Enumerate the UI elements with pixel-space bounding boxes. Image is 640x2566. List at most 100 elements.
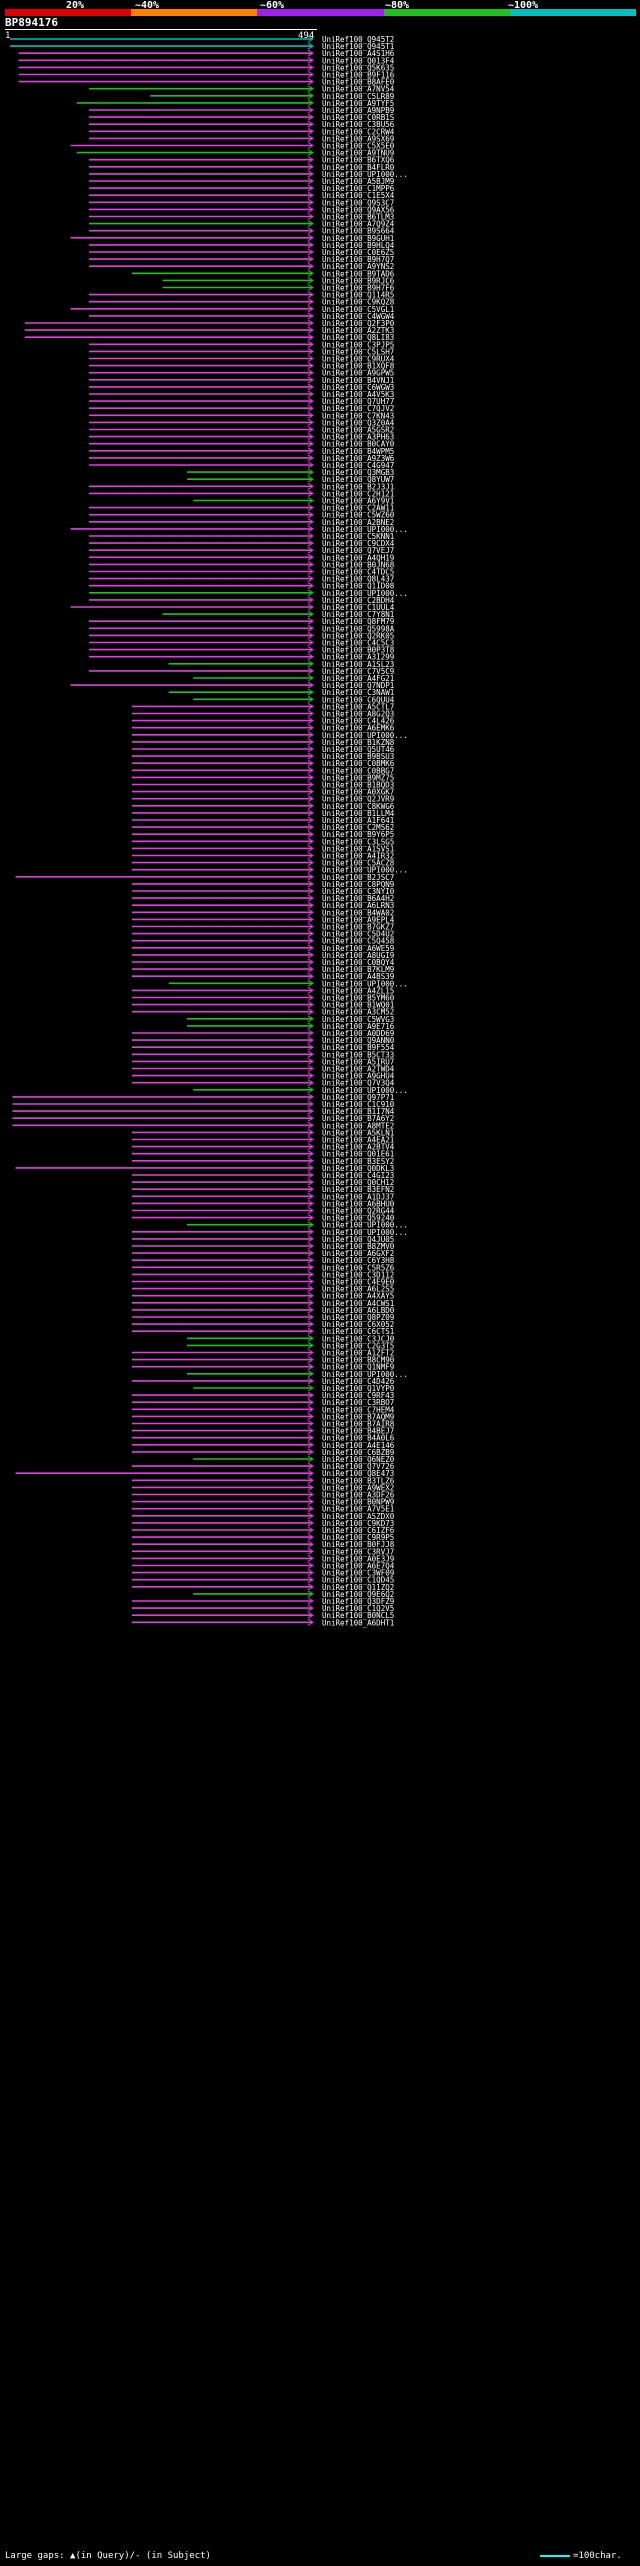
hit-label[interactable]: UniRef100_C3WF09	[322, 1569, 394, 1578]
hit-label[interactable]: UniRef100_Q8E473	[322, 1469, 394, 1478]
hit-label[interactable]: UniRef100_Q2RK05	[322, 631, 394, 640]
hit-label[interactable]: UniRef100_A5KLN1	[322, 1128, 394, 1137]
hit-label[interactable]: UniRef100_B0NPW9	[322, 1498, 394, 1507]
hit-label[interactable]: UniRef100_C5WVG3	[322, 1015, 394, 1024]
hit-label[interactable]: UniRef100_B2J3J1	[322, 482, 394, 491]
hit-label[interactable]: UniRef100_A4XAY5	[322, 1292, 394, 1301]
hit-label[interactable]: UniRef100_A4QH19	[322, 553, 394, 562]
hit-label[interactable]: UniRef100_C1Q2V5	[322, 1604, 394, 1613]
hit-label[interactable]: UniRef100_Q9E6Q2	[322, 1590, 394, 1599]
hit-label[interactable]: UniRef100_A1DJ37	[322, 1192, 394, 1201]
hit-label[interactable]: UniRef100_A4V5K3	[322, 390, 394, 399]
hit-label[interactable]: UniRef100_A4CWS1	[322, 1299, 394, 1308]
hit-label[interactable]: UniRef100_Q6NEZ0	[322, 1455, 395, 1464]
hit-label[interactable]: UniRef100_B8ZMV0	[322, 1242, 395, 1251]
hit-label[interactable]: UniRef100_A6L2S5	[322, 1285, 394, 1294]
hit-label[interactable]: UniRef100_Q5UT46	[322, 745, 395, 754]
hit-label[interactable]: UniRef100_B5YM60	[322, 994, 395, 1003]
hit-label[interactable]: UniRef100_Q11ZQ2	[322, 1583, 394, 1592]
hit-label[interactable]: UniRef100_B9H7F6	[322, 284, 395, 293]
hit-label[interactable]: UniRef100_UPI000...	[322, 1221, 408, 1230]
hit-label[interactable]: UniRef100_Q8L437	[322, 575, 394, 584]
hit-label[interactable]: UniRef100_A4EA21	[322, 1136, 394, 1145]
hit-label[interactable]: UniRef100_A4FG21	[322, 674, 394, 683]
hit-label[interactable]: UniRef100_B1KZN8	[322, 738, 395, 747]
hit-label[interactable]: UniRef100_A7NV54	[322, 85, 395, 94]
hit-label[interactable]: UniRef100_Q945T2	[322, 35, 394, 44]
hit-label[interactable]: UniRef100_Q9ANN0	[322, 1036, 395, 1045]
hit-label[interactable]: UniRef100_B1BQD3	[322, 781, 394, 790]
hit-label[interactable]: UniRef100_C7V5C9	[322, 667, 394, 676]
hit-label[interactable]: UniRef100_B0CAY0	[322, 440, 395, 449]
hit-label[interactable]: UniRef100_C4C5C3	[322, 639, 394, 648]
hit-label[interactable]: UniRef100_B7AQM9	[322, 1412, 394, 1421]
hit-label[interactable]: UniRef100_C0BQY4	[322, 958, 395, 967]
hit-label[interactable]: UniRef100_A8UGI9	[322, 951, 394, 960]
hit-label[interactable]: UniRef100_A9YNS2	[322, 262, 394, 271]
hit-label[interactable]: UniRef100_C4TDC5	[322, 568, 394, 577]
hit-label[interactable]: UniRef100_B9HLQ4	[322, 241, 395, 250]
hit-label[interactable]: UniRef100_B0NCL5	[322, 1611, 394, 1620]
hit-label[interactable]: UniRef100_Q9S3C7	[322, 198, 394, 207]
hit-label[interactable]: UniRef100_A6DHT1	[322, 1618, 394, 1627]
hit-label[interactable]: UniRef100_B8CM90	[322, 1356, 395, 1365]
hit-label[interactable]: UniRef100_UPI000...	[322, 866, 408, 875]
hit-label[interactable]: UniRef100_B0FJJ8	[322, 1540, 395, 1549]
hit-label[interactable]: UniRef100_Q114R5	[322, 291, 394, 300]
hit-label[interactable]: UniRef100_C6WGW3	[322, 383, 394, 392]
hit-label[interactable]: UniRef100_B0P3T8	[322, 646, 395, 655]
hit-label[interactable]: UniRef100_B4A0L6	[322, 1434, 395, 1443]
hit-label[interactable]: UniRef100_B3TLZ6	[322, 1476, 395, 1485]
hit-label[interactable]: UniRef100_Q013F4	[322, 56, 395, 65]
hit-label[interactable]: UniRef100_C1MPP6	[322, 184, 395, 193]
hit-label[interactable]: UniRef100_B5CT33	[322, 1050, 394, 1059]
hit-label[interactable]: UniRef100_UPI000...	[322, 525, 408, 534]
hit-label[interactable]: UniRef100_A4IR32	[322, 852, 394, 861]
hit-label[interactable]: UniRef100_A0E3J9	[322, 1554, 394, 1563]
hit-label[interactable]: UniRef100_Q9AX56	[322, 205, 395, 214]
hit-label[interactable]: UniRef100_Q8YUW7	[322, 475, 394, 484]
hit-label[interactable]: UniRef100_B4VNJ1	[322, 376, 394, 385]
hit-label[interactable]: UniRef100_Q8LI83	[322, 333, 394, 342]
hit-label[interactable]: UniRef100_A9GHU4	[322, 1072, 395, 1081]
hit-label[interactable]: UniRef100_C1C910	[322, 1100, 395, 1109]
hit-label[interactable]: UniRef100_Q0DKL3	[322, 1164, 394, 1173]
hit-label[interactable]: UniRef100_B1I7N4	[322, 1107, 395, 1116]
hit-label[interactable]: UniRef100_Q945T1	[322, 42, 394, 51]
hit-label[interactable]: UniRef100_A8G2Q3	[322, 710, 394, 719]
hit-label[interactable]: UniRef100_A6BHU0	[322, 1199, 395, 1208]
hit-label[interactable]: UniRef100_A3CM52	[322, 1008, 394, 1017]
hit-label[interactable]: UniRef100_B1WQ01	[322, 1001, 394, 1010]
hit-label[interactable]: UniRef100_A4BS39	[322, 972, 394, 981]
hit-label[interactable]: UniRef100_B9BSU3	[322, 752, 394, 761]
hit-label[interactable]: UniRef100_C1E5X4	[322, 191, 395, 200]
hit-label[interactable]: UniRef100_Q7UH77	[322, 397, 394, 406]
hit-label[interactable]: UniRef100_Q7V3Q4	[322, 1079, 395, 1088]
hit-label[interactable]: UniRef100_A9Z3W6	[322, 454, 395, 463]
hit-label[interactable]: UniRef100_B9Y6P5	[322, 830, 394, 839]
hit-label[interactable]: UniRef100_A1F641	[322, 816, 394, 825]
hit-label[interactable]: UniRef100_C2G3T5	[322, 1341, 394, 1350]
hit-label[interactable]: UniRef100_A2ZTK3	[322, 326, 394, 335]
hit-label[interactable]: UniRef100_A9TNU9	[322, 149, 394, 158]
hit-label[interactable]: UniRef100_C0BMK6	[322, 759, 395, 768]
hit-label[interactable]: UniRef100_C4GI23	[322, 1171, 394, 1180]
hit-label[interactable]: UniRef100_C5KNN1	[322, 532, 394, 541]
hit-label[interactable]: UniRef100_A6GXF2	[322, 1249, 394, 1258]
hit-label[interactable]: UniRef100_A7V5E1	[322, 1505, 394, 1514]
hit-label[interactable]: UniRef100_C3LSG5	[322, 837, 394, 846]
hit-label[interactable]: UniRef100_Q7VEJ7	[322, 546, 394, 555]
hit-label[interactable]: UniRef100_C5X5E0	[322, 142, 395, 151]
hit-label[interactable]: UniRef100_A9WEX2	[322, 1483, 394, 1492]
hit-label[interactable]: UniRef100_B9GUH1	[322, 234, 394, 243]
hit-label[interactable]: UniRef100_B4FLR0	[322, 163, 395, 172]
hit-label[interactable]: UniRef100_B4WA02	[322, 908, 394, 917]
hit-label[interactable]: UniRef100_B1LLM4	[322, 809, 395, 818]
hit-label[interactable]: UniRef100_A1ZFT2	[322, 1349, 394, 1358]
hit-label[interactable]: UniRef100_A3PH63	[322, 433, 394, 442]
hit-label[interactable]: UniRef100_Q8PZ09	[322, 1313, 394, 1322]
hit-label[interactable]: UniRef100_B6TXQ6	[322, 156, 395, 165]
hit-label[interactable]: UniRef100_A9GPW5	[322, 369, 394, 378]
hit-label[interactable]: UniRef100_A6LBD0	[322, 1306, 395, 1315]
hit-label[interactable]: UniRef100_A3DF26	[322, 1491, 395, 1500]
